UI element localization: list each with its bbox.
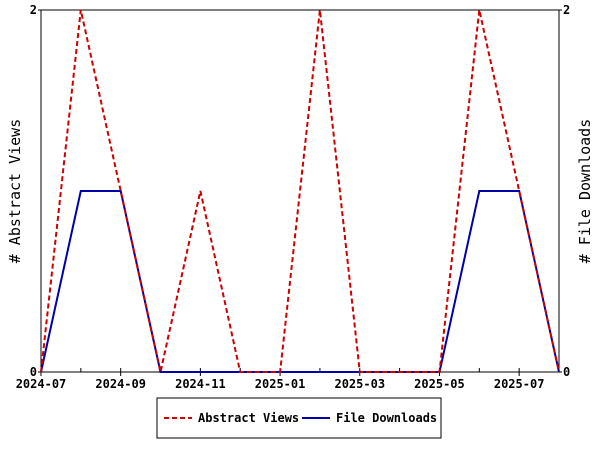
legend-label: File Downloads <box>336 411 437 425</box>
y-tick-label-left: 0 <box>30 365 37 379</box>
x-tick-label: 2024-07 <box>16 377 67 391</box>
y-axis-label-right: # File Downloads <box>576 119 594 264</box>
series-lines <box>40 9 560 373</box>
x-tick-label: 2024-11 <box>175 377 226 391</box>
y-axis-label-left: # Abstract Views <box>6 119 24 264</box>
y-tick-label-left: 2 <box>30 3 37 17</box>
x-tick-label: 2025-01 <box>255 377 306 391</box>
legend-label: Abstract Views <box>198 411 299 425</box>
tick-labels: 2024-07 2024-09 2024-11 2025-01 2025-03 2025-… <box>16 3 571 391</box>
x-tick-label: 2025-05 <box>414 377 465 391</box>
y-tick-label-right: 2 <box>563 3 570 17</box>
y-tick-label-right: 0 <box>563 365 570 379</box>
x-tick-label: 2025-03 <box>334 377 385 391</box>
x-tick-label: 2024-09 <box>95 377 146 391</box>
legend: Abstract Views File Downloads <box>156 397 442 439</box>
legend-box <box>156 397 442 439</box>
series-line-abstract-views <box>40 9 560 373</box>
x-tick-label: 2025-07 <box>494 377 545 391</box>
